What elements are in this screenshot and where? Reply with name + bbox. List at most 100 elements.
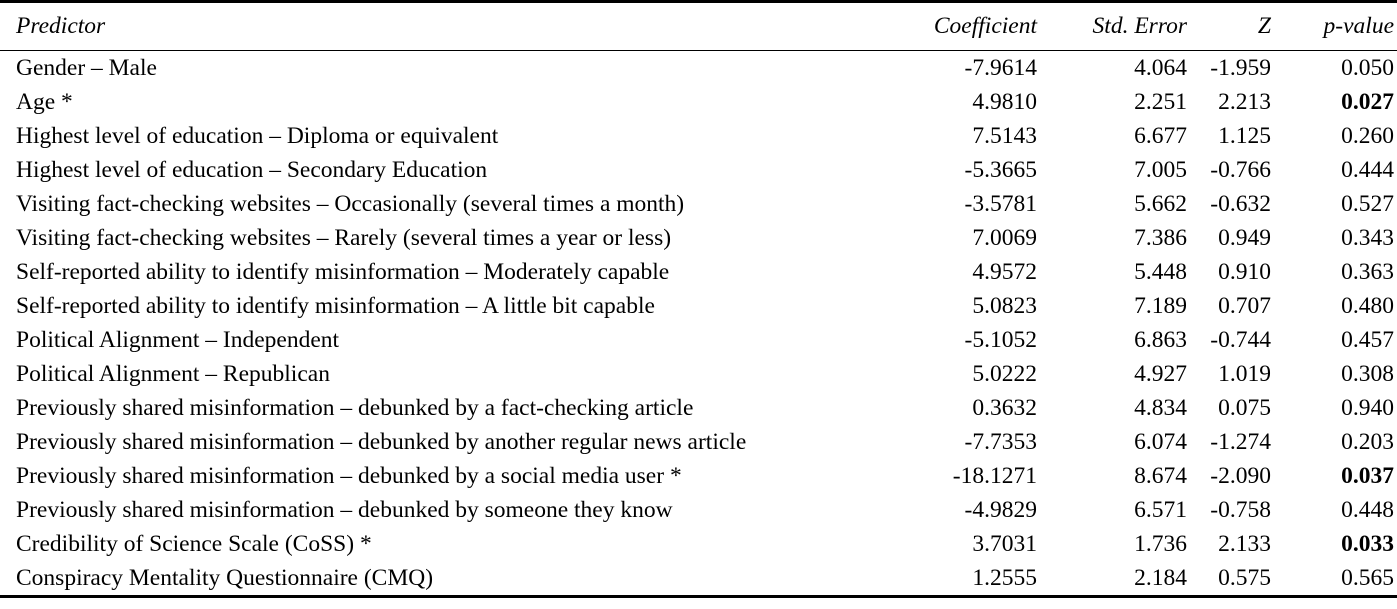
- p-value-cell: 0.448: [1341, 497, 1394, 523]
- table-row: Highest level of education – Diploma or …: [0, 119, 1397, 153]
- p-value-cell: 0.343: [1341, 225, 1394, 251]
- predictor-cell: Credibility of Science Scale (CoSS) *: [16, 531, 372, 557]
- z-cell: 1.019: [1218, 361, 1271, 387]
- table-row: Previously shared misinformation – debun…: [0, 425, 1397, 459]
- std-error-cell: 4.927: [1134, 361, 1187, 387]
- column-header-z: Z: [1187, 1, 1271, 51]
- p-value-cell: 0.033: [1341, 531, 1394, 557]
- column-header-std-error: Std. Error: [1037, 1, 1187, 51]
- z-cell: -1.959: [1210, 55, 1271, 81]
- coefficient-cell: 1.2555: [972, 565, 1037, 591]
- predictor-cell: Visiting fact-checking websites – Rarely…: [16, 225, 672, 251]
- coefficient-cell: 5.0222: [972, 361, 1037, 387]
- p-value-cell: 0.940: [1341, 395, 1394, 421]
- coefficient-cell: -7.7353: [964, 429, 1037, 455]
- coefficient-cell: -18.1271: [952, 463, 1037, 489]
- z-cell: -0.632: [1210, 191, 1271, 217]
- coefficient-cell: 7.5143: [972, 123, 1037, 149]
- table-row: Credibility of Science Scale (CoSS) * 3.7…: [0, 527, 1397, 561]
- std-error-cell: 7.005: [1134, 157, 1187, 183]
- predictor-cell: Highest level of education – Diploma or …: [16, 123, 499, 149]
- p-value-cell: 0.027: [1341, 89, 1394, 115]
- p-value-cell: 0.203: [1341, 429, 1394, 455]
- z-cell: -1.274: [1210, 429, 1271, 455]
- coefficient-cell: 4.9572: [972, 259, 1037, 285]
- z-cell: -0.758: [1210, 497, 1271, 523]
- coefficient-cell: 4.9810: [972, 89, 1037, 115]
- std-error-cell: 6.571: [1134, 497, 1187, 523]
- column-header-coefficient: Coefficient: [867, 1, 1037, 51]
- predictor-cell: Highest level of education – Secondary E…: [16, 157, 488, 183]
- table-row: Previously shared misinformation – debun…: [0, 493, 1397, 527]
- table-row: Political Alignment – Republican 5.0222 4.…: [0, 357, 1397, 391]
- std-error-cell: 1.736: [1134, 531, 1187, 557]
- coefficient-cell: -4.9829: [964, 497, 1037, 523]
- std-error-cell: 8.674: [1134, 463, 1187, 489]
- column-header-p-value: p-value: [1271, 1, 1397, 51]
- table-row: Self-reported ability to identify misinf…: [0, 289, 1397, 323]
- table-body: Gender – Male -7.9614 4.064 -1.959 0.050 Age …: [0, 51, 1397, 597]
- predictor-cell: Gender – Male: [16, 55, 157, 81]
- predictor-cell: Visiting fact-checking websites – Occasi…: [16, 191, 685, 217]
- predictor-cell: Conspiracy Mentality Questionnaire (CMQ): [16, 565, 434, 591]
- std-error-cell: 5.662: [1134, 191, 1187, 217]
- coefficient-cell: 7.0069: [972, 225, 1037, 251]
- predictor-cell: Self-reported ability to identify misinf…: [16, 293, 655, 319]
- table-row: Self-reported ability to identify misinf…: [0, 255, 1397, 289]
- predictor-cell: Previously shared misinformation – debun…: [16, 395, 694, 421]
- p-value-cell: 0.363: [1341, 259, 1394, 285]
- z-cell: 2.213: [1218, 89, 1271, 115]
- column-header-predictor: Predictor: [0, 1, 867, 51]
- p-value-cell: 0.308: [1341, 361, 1394, 387]
- p-value-cell: 0.565: [1341, 565, 1394, 591]
- std-error-cell: 2.251: [1134, 89, 1187, 115]
- std-error-cell: 2.184: [1134, 565, 1187, 591]
- z-cell: 2.133: [1218, 531, 1271, 557]
- p-value-cell: 0.457: [1341, 327, 1394, 353]
- coefficient-cell: 5.0823: [972, 293, 1037, 319]
- table-row: Conspiracy Mentality Questionnaire (CMQ)…: [0, 561, 1397, 597]
- predictor-cell: Previously shared misinformation – debun…: [16, 429, 747, 455]
- predictor-cell: Political Alignment – Independent: [16, 327, 340, 353]
- std-error-cell: 7.189: [1134, 293, 1187, 319]
- std-error-cell: 4.064: [1134, 55, 1187, 81]
- predictor-cell: Political Alignment – Republican: [16, 361, 330, 387]
- z-cell: 0.707: [1218, 293, 1271, 319]
- z-cell: 1.125: [1218, 123, 1271, 149]
- std-error-cell: 5.448: [1134, 259, 1187, 285]
- std-error-cell: 4.834: [1134, 395, 1187, 421]
- z-cell: 0.949: [1218, 225, 1271, 251]
- z-cell: -2.090: [1210, 463, 1271, 489]
- z-cell: -0.744: [1210, 327, 1271, 353]
- p-value-cell: 0.480: [1341, 293, 1394, 319]
- coefficient-cell: 0.3632: [972, 395, 1037, 421]
- p-value-cell: 0.050: [1341, 55, 1394, 81]
- p-value-cell: 0.037: [1341, 463, 1394, 489]
- z-cell: 0.910: [1218, 259, 1271, 285]
- std-error-cell: 6.677: [1134, 123, 1187, 149]
- predictor-cell: Previously shared misinformation – debun…: [16, 463, 682, 489]
- coefficient-cell: -5.3665: [964, 157, 1037, 183]
- table-row: Gender – Male -7.9614 4.064 -1.959 0.050: [0, 51, 1397, 86]
- z-cell: 0.075: [1218, 395, 1271, 421]
- table-row: Visiting fact-checking websites – Rarely…: [0, 221, 1397, 255]
- table-row: Political Alignment – Independent -5.1052…: [0, 323, 1397, 357]
- predictor-cell: Self-reported ability to identify misinf…: [16, 259, 670, 285]
- predictor-cell: Age *: [16, 89, 73, 115]
- coefficient-cell: 3.7031: [972, 531, 1037, 557]
- std-error-cell: 6.074: [1134, 429, 1187, 455]
- z-cell: 0.575: [1218, 565, 1271, 591]
- std-error-cell: 7.386: [1134, 225, 1187, 251]
- p-value-cell: 0.260: [1341, 123, 1394, 149]
- table-row: Age * 4.9810 2.251 2.213 0.027: [0, 85, 1397, 119]
- table-row: Visiting fact-checking websites – Occasi…: [0, 187, 1397, 221]
- coefficient-cell: -5.1052: [964, 327, 1037, 353]
- z-cell: -0.766: [1210, 157, 1271, 183]
- coefficient-cell: -3.5781: [964, 191, 1037, 217]
- table-row: Previously shared misinformation – debun…: [0, 459, 1397, 493]
- table-row: Highest level of education – Secondary E…: [0, 153, 1397, 187]
